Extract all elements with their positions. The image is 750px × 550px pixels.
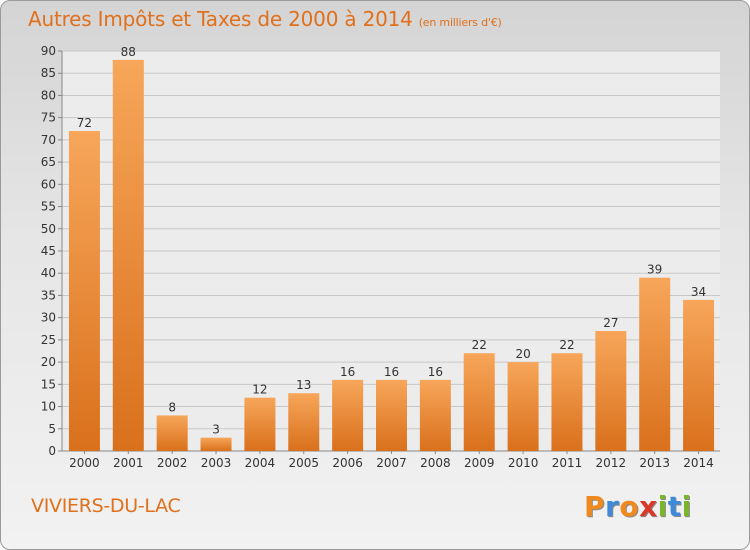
- x-tick-label: 2013: [639, 456, 670, 470]
- y-tick-label: 90: [41, 44, 56, 58]
- x-tick-label: 2011: [552, 456, 583, 470]
- bar: [288, 393, 320, 451]
- x-tick-label: 2001: [113, 456, 144, 470]
- y-tick-label: 35: [41, 288, 56, 302]
- data-label: 22: [472, 338, 487, 352]
- y-tick-label: 15: [41, 377, 56, 391]
- data-label: 39: [647, 263, 662, 277]
- data-label: 20: [515, 347, 530, 361]
- y-tick-label: 60: [41, 177, 56, 191]
- y-tick-label: 85: [41, 66, 56, 80]
- commune-name: VIVIERS-DU-LAC: [31, 495, 181, 517]
- x-tick-label: 2009: [464, 456, 495, 470]
- chart-subtitle: (en milliers d'€): [418, 16, 502, 29]
- logo-letter: o: [619, 490, 640, 523]
- y-tick-label: 45: [41, 244, 56, 258]
- x-tick-label: 2000: [69, 456, 100, 470]
- logo-letter: r: [605, 490, 620, 523]
- x-tick-label: 2003: [201, 456, 232, 470]
- data-label: 12: [252, 383, 267, 397]
- y-tick-label: 25: [41, 333, 56, 347]
- x-tick-label: 2006: [332, 456, 363, 470]
- data-label: 22: [559, 338, 574, 352]
- x-tick-label: 2005: [288, 456, 319, 470]
- bar: [463, 353, 495, 451]
- x-tick-label: 2008: [420, 456, 451, 470]
- x-tick-label: 2014: [683, 456, 714, 470]
- data-label: 16: [384, 365, 399, 379]
- y-tick-label: 40: [41, 266, 56, 280]
- y-tick-label: 30: [41, 311, 56, 325]
- logo-letter: i: [657, 490, 668, 523]
- data-label: 13: [296, 378, 311, 392]
- bar: [551, 353, 583, 451]
- y-tick-label: 70: [41, 133, 56, 147]
- logo-letter: i: [681, 490, 692, 523]
- logo-letter: t: [667, 490, 682, 523]
- y-tick-label: 5: [48, 422, 56, 436]
- bar: [200, 437, 232, 451]
- y-tick-label: 50: [41, 222, 56, 236]
- bar: [244, 397, 276, 451]
- bar: [507, 362, 539, 451]
- x-tick-label: 2002: [157, 456, 188, 470]
- data-label: 16: [428, 365, 443, 379]
- logo-letter: P: [584, 490, 606, 523]
- data-label: 8: [168, 400, 176, 414]
- y-tick-label: 0: [48, 444, 56, 458]
- data-label: 88: [121, 45, 136, 59]
- bar: [68, 131, 100, 451]
- data-label: 27: [603, 316, 618, 330]
- y-tick-label: 65: [41, 155, 56, 169]
- bar: [156, 415, 188, 451]
- x-tick-label: 2012: [596, 456, 627, 470]
- data-label: 16: [340, 365, 355, 379]
- y-tick-label: 75: [41, 111, 56, 125]
- data-label: 3: [212, 423, 220, 437]
- y-tick-label: 10: [41, 400, 56, 414]
- bar: [112, 59, 144, 452]
- bar: [332, 379, 364, 451]
- y-tick-label: 55: [41, 200, 56, 214]
- x-tick-label: 2004: [245, 456, 276, 470]
- bar: [595, 331, 627, 451]
- x-tick-label: 2010: [508, 456, 539, 470]
- bar: [639, 277, 671, 451]
- chart-title: Autres Impôts et Taxes de 2000 à 2014 (en…: [28, 7, 502, 31]
- y-tick-label: 20: [41, 355, 56, 369]
- y-tick-label: 80: [41, 88, 56, 102]
- data-label: 72: [77, 116, 92, 130]
- x-tick-label: 2007: [376, 456, 407, 470]
- bar: [683, 299, 715, 451]
- logo-letter: x: [639, 490, 658, 523]
- bar: [376, 379, 407, 451]
- data-label: 34: [691, 285, 706, 299]
- bar: [419, 379, 451, 451]
- chart-title-text: Autres Impôts et Taxes de 2000 à 2014: [28, 7, 413, 31]
- proxiti-logo: Proxiti: [584, 490, 692, 523]
